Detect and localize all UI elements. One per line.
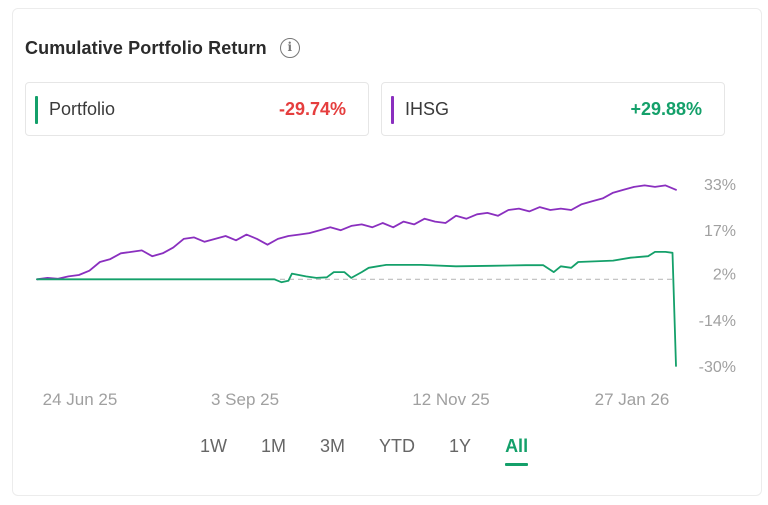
y-tick-label: 2%: [713, 267, 736, 284]
x-tick-label: 3 Sep 25: [211, 390, 279, 409]
legend-ihsg-value: +29.88%: [630, 98, 702, 119]
time-range-tabs: 1W 1M 3M YTD 1Y All: [200, 436, 562, 466]
legend-ihsg: IHSG +29.88%: [381, 82, 725, 136]
legend-portfolio-name: Portfolio: [49, 98, 116, 119]
tab-3m[interactable]: 3M: [320, 436, 346, 456]
info-icon[interactable]: i: [279, 38, 300, 58]
portfolio-swatch: [35, 96, 38, 124]
y-tick-label: -30%: [699, 359, 736, 376]
y-tick-label: 17%: [704, 223, 736, 240]
legend-portfolio-value: -29.74%: [278, 98, 346, 119]
x-tick-label: 27 Jan 26: [595, 390, 670, 409]
tab-ytd[interactable]: YTD: [379, 436, 416, 456]
series-line-portfolio: [36, 251, 677, 367]
y-tick-label: 33%: [704, 177, 736, 194]
card-header: Cumulative Portfolio Return i: [25, 36, 300, 60]
x-tick-label: 12 Nov 25: [412, 390, 490, 409]
legend-portfolio: Portfolio -29.74%: [25, 82, 369, 136]
tab-1w[interactable]: 1W: [200, 436, 227, 456]
y-tick-label: -14%: [699, 313, 736, 330]
series-line-ihsg: [36, 184, 677, 281]
card-title: Cumulative Portfolio Return: [25, 37, 267, 58]
x-tick-label: 24 Jun 25: [43, 390, 118, 409]
tab-1m[interactable]: 1M: [261, 436, 287, 456]
tab-all[interactable]: All: [505, 436, 529, 466]
ihsg-swatch: [391, 96, 394, 124]
tab-1y[interactable]: 1Y: [449, 436, 472, 456]
legend-ihsg-name: IHSG: [405, 98, 450, 119]
